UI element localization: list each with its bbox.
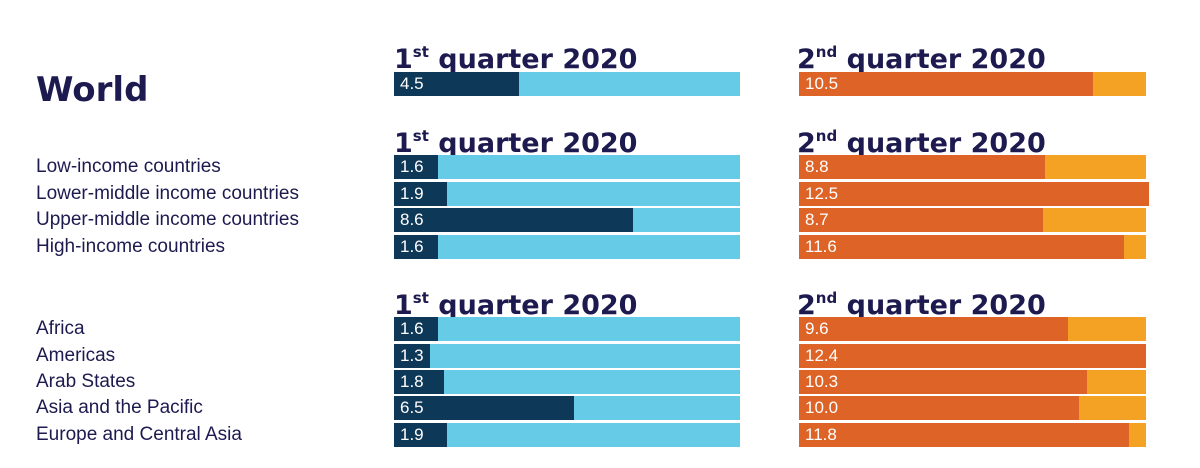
heading-text: quarter 2020 <box>428 128 638 159</box>
q1-bar-track: 4.5 <box>394 72 740 96</box>
heading-text: quarter 2020 <box>837 290 1046 321</box>
q2-bar <box>799 72 1093 96</box>
world-label: World <box>36 70 149 110</box>
category-label: Africa <box>36 318 85 339</box>
heading-ordinal-number: 2 <box>797 44 816 75</box>
q2-value-label: 9.6 <box>805 319 829 338</box>
q1-bar <box>394 344 431 368</box>
q1-value-label: 1.6 <box>400 237 424 256</box>
q2-bar <box>799 370 1088 394</box>
q1-value-label: 1.6 <box>400 319 424 338</box>
heading-ordinal-suffix: st <box>412 127 429 145</box>
category-label: Americas <box>36 345 116 366</box>
heading-ordinal-suffix: nd <box>815 43 838 61</box>
q2-bar-track: 8.8 <box>799 155 1146 179</box>
category-label: Lower-middle income countries <box>36 183 299 204</box>
q2-value-label: 8.7 <box>805 210 829 229</box>
heading-ordinal-suffix: st <box>412 43 429 61</box>
q2-bar-track: 10.3 <box>799 370 1146 394</box>
q2-bar <box>799 396 1079 420</box>
q2-bar-track: 10.5 <box>799 72 1146 96</box>
q1-value-label: 1.8 <box>400 372 424 391</box>
heading-ordinal-number: 1 <box>394 128 413 159</box>
q2-bar-track: 10.0 <box>799 396 1146 420</box>
q1-bar-track: 1.9 <box>394 423 740 447</box>
heading-text: quarter 2020 <box>837 44 1046 75</box>
heading-ordinal-suffix: st <box>412 289 429 307</box>
q1-bar-track: 8.6 <box>394 208 740 232</box>
q1-value-label: 1.9 <box>400 425 424 444</box>
category-label: Low-income countries <box>36 156 221 177</box>
heading-ordinal-number: 1 <box>394 44 413 75</box>
q1-bar-track: 1.6 <box>394 235 740 259</box>
q1-bar-track: 1.6 <box>394 317 740 341</box>
q1-bar-track: 1.6 <box>394 155 740 179</box>
q2-value-label: 8.8 <box>805 157 829 176</box>
heading-text: quarter 2020 <box>837 128 1046 159</box>
column-heading-q1: 1st quarter 2020 <box>394 282 637 322</box>
heading-text: quarter 2020 <box>428 290 638 321</box>
q2-value-label: 10.3 <box>805 372 839 391</box>
q2-value-label: 12.5 <box>805 184 839 203</box>
heading-text: quarter 2020 <box>428 44 638 75</box>
q2-bar <box>799 182 1149 206</box>
q2-value-label: 11.8 <box>805 425 837 444</box>
q1-bar <box>394 396 575 420</box>
q1-bar <box>394 423 447 447</box>
q1-value-label: 4.5 <box>400 74 424 93</box>
column-heading-q2: 2nd quarter 2020 <box>797 120 1046 160</box>
heading-ordinal-suffix: nd <box>815 127 838 145</box>
q1-value-label: 6.5 <box>400 398 424 417</box>
q1-bar-track: 1.8 <box>394 370 740 394</box>
q2-value-label: 10.0 <box>805 398 839 417</box>
q1-bar <box>394 182 447 206</box>
q1-bar <box>394 155 439 179</box>
q1-bar <box>394 208 633 232</box>
heading-ordinal-suffix: nd <box>815 289 838 307</box>
q1-value-label: 1.6 <box>400 157 424 176</box>
category-label: Arab States <box>36 371 136 392</box>
q2-value-label: 10.5 <box>805 74 839 93</box>
q1-bar <box>394 370 444 394</box>
heading-ordinal-number: 2 <box>797 128 816 159</box>
q1-value-label: 8.6 <box>400 210 424 229</box>
q2-bar <box>799 208 1043 232</box>
q1-bar-track: 1.3 <box>394 344 740 368</box>
column-heading-q2: 2nd quarter 2020 <box>797 36 1046 76</box>
q1-bar <box>394 72 519 96</box>
q1-value-label: 1.3 <box>400 346 424 365</box>
q2-value-label: 12.4 <box>805 346 839 365</box>
q1-bar-track: 6.5 <box>394 396 740 420</box>
category-label: Asia and the Pacific <box>36 397 203 418</box>
q2-bar <box>799 235 1124 259</box>
q2-bar-track: 12.5 <box>799 182 1149 206</box>
q2-bar <box>799 423 1130 447</box>
q1-bar <box>394 235 439 259</box>
q2-bar <box>799 317 1068 341</box>
q1-value-label: 1.9 <box>400 184 424 203</box>
category-label: High-income countries <box>36 236 226 257</box>
column-heading-q1: 1st quarter 2020 <box>394 36 637 76</box>
q1-bar <box>394 317 439 341</box>
q2-bar-track: 8.7 <box>799 208 1146 232</box>
category-label: Europe and Central Asia <box>36 424 242 445</box>
q1-bar-track: 1.9 <box>394 182 740 206</box>
q2-bar-track: 11.6 <box>799 235 1146 259</box>
column-heading-q1: 1st quarter 2020 <box>394 120 637 160</box>
q2-bar-track: 12.4 <box>799 344 1147 368</box>
column-heading-q2: 2nd quarter 2020 <box>797 282 1046 322</box>
q2-bar <box>799 344 1147 368</box>
q2-value-label: 11.6 <box>805 237 837 256</box>
q2-bar <box>799 155 1046 179</box>
heading-ordinal-number: 2 <box>797 290 816 321</box>
category-label: Upper-middle income countries <box>36 209 299 230</box>
q2-bar-track: 9.6 <box>799 317 1146 341</box>
q2-bar-track: 11.8 <box>799 423 1146 447</box>
heading-ordinal-number: 1 <box>394 290 413 321</box>
